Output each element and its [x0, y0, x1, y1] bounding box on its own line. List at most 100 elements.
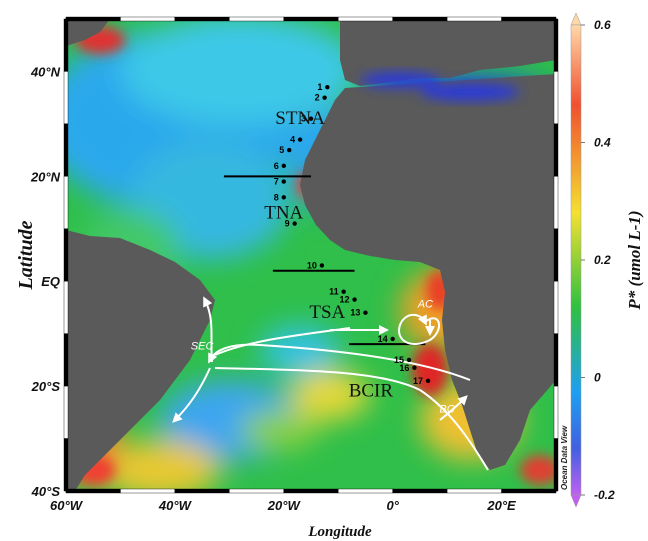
station-number: 13	[350, 308, 360, 318]
frame-tick-segment	[446, 488, 502, 494]
bc-current-path	[214, 367, 489, 471]
colorbar-tick-label: 0.6	[594, 18, 611, 32]
colorbar-title: P* (umol L-1)	[625, 210, 644, 310]
station-number: 1	[317, 82, 322, 92]
station-number: 16	[399, 363, 409, 373]
station-dot	[292, 221, 297, 226]
station-number: 14	[378, 334, 388, 344]
station-dot	[341, 289, 346, 294]
frame-tick-segment	[65, 488, 121, 494]
frame-tick-segment	[553, 385, 559, 439]
frame-tick-segment	[63, 228, 69, 282]
station-number: 9	[285, 219, 290, 229]
station-dot	[297, 137, 303, 142]
station-dot	[319, 263, 325, 268]
frame-tick-segment	[553, 71, 559, 125]
station-marker: 14	[378, 334, 395, 344]
x-tick-label: 0°	[386, 498, 399, 513]
frame-tick-segment	[283, 16, 339, 22]
region-label: TNA	[264, 202, 303, 223]
frame-tick-segment	[338, 488, 393, 494]
station-dot	[425, 378, 431, 384]
station-dot	[352, 297, 357, 302]
frame-tick-segment	[553, 438, 559, 492]
station-marker: 13	[350, 308, 368, 318]
station-marker: 11	[329, 287, 346, 297]
frame-tick-segment	[63, 18, 69, 72]
station-dot	[281, 195, 286, 200]
y-tick-label: EQ	[41, 274, 60, 289]
current-labels: SEC AC BC	[191, 298, 455, 415]
frame-tick-segment	[229, 16, 284, 22]
station-marker: 7	[274, 177, 286, 187]
x-tick-label: 20°E	[486, 498, 516, 513]
sec-branch-north	[203, 296, 213, 363]
colorbar-tick-label: 0.2	[594, 253, 611, 267]
frame-tick-segment	[338, 16, 393, 22]
colorbar: 0.6 0.4 0.2 0 -0.2 P* (umol L-1)	[570, 12, 644, 508]
y-tick-label: 20°N	[30, 169, 61, 184]
sec-current-path	[208, 343, 471, 381]
current-label: AC	[417, 298, 433, 310]
frame-tick-segment	[553, 123, 559, 177]
frame-tick-segment	[63, 385, 69, 439]
frame-tick-segment	[174, 488, 230, 494]
station-number: 5	[279, 145, 284, 155]
frame-tick-segment	[501, 16, 557, 22]
y-tick-label: 40°N	[30, 64, 61, 79]
station-number: 8	[274, 192, 279, 202]
region-labels: STNA TNA TSA BCIR	[264, 108, 393, 402]
frame-ticks	[63, 16, 559, 494]
station-marker: 5	[279, 145, 292, 155]
station-number: 15	[394, 355, 404, 365]
frame-tick-segment	[446, 16, 502, 22]
station-dot	[390, 336, 395, 342]
station-dot	[281, 179, 286, 184]
station-marker: 3	[301, 114, 314, 124]
frame-tick-segment	[120, 16, 176, 22]
station-number: 7	[274, 177, 279, 187]
station-dot	[363, 310, 368, 315]
current-label: BC	[439, 403, 454, 415]
region-label: STNA	[275, 108, 325, 129]
station-dot	[287, 147, 292, 153]
station-number: 10	[307, 260, 317, 270]
colorbar-bar	[570, 24, 582, 496]
bc-arrow	[439, 395, 468, 421]
station-number: 17	[413, 376, 423, 386]
frame-tick-segment	[65, 16, 121, 22]
station-marker: 8	[274, 192, 286, 202]
frame-tick-segment	[283, 488, 339, 494]
region-label: BCIR	[349, 381, 394, 402]
region-label: TSA	[309, 302, 345, 323]
y-tick-labels: 40°N 20°N EQ 20°S 40°S	[30, 64, 61, 499]
station-dot	[281, 163, 286, 169]
frame-tick-segment	[392, 488, 448, 494]
frame-tick-segment	[63, 123, 69, 177]
station-number: 2	[315, 93, 320, 103]
station-marker: 9	[285, 219, 297, 229]
land-masses	[66, 19, 556, 491]
sec-branch-south	[172, 367, 211, 423]
station-marker: 1	[317, 82, 330, 92]
frame-tick-segment	[63, 176, 69, 229]
station-marker: 2	[315, 93, 327, 103]
station-marker: 10	[307, 260, 325, 270]
property-field	[66, 19, 556, 491]
colorbar-tick-label: -0.2	[594, 488, 615, 502]
station-dot	[325, 84, 330, 90]
frame-tick-segment	[63, 333, 69, 387]
frame-tick-segment	[63, 438, 69, 492]
frame-tick-segment	[553, 333, 559, 387]
frame-tick-segment	[120, 488, 176, 494]
station-dot	[406, 357, 412, 363]
y-tick-label: 40°S	[31, 484, 61, 499]
station-dot	[412, 365, 417, 370]
frame-tick-segment	[229, 488, 284, 494]
current-label: SEC	[191, 340, 214, 352]
station-number: 12	[340, 295, 350, 305]
station-number: 4	[290, 135, 295, 145]
frame-tick-segment	[63, 71, 69, 125]
station-marker: 12	[340, 295, 357, 305]
